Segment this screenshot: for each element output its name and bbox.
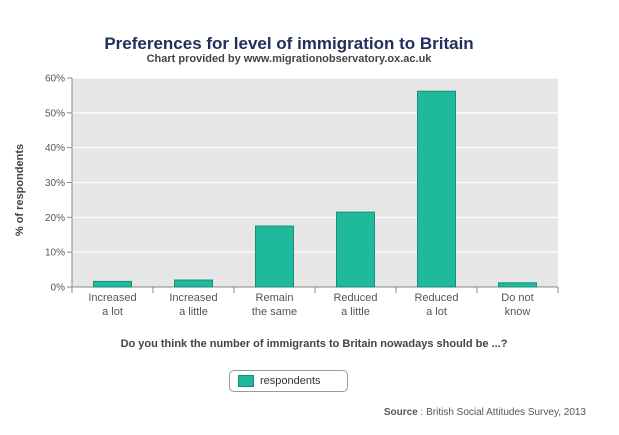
source-label: Source	[383, 407, 418, 418]
y-axis-label: % of respondents	[14, 143, 26, 237]
legend: respondents	[229, 370, 348, 392]
x-tick-label: a lot	[102, 306, 123, 318]
x-tick-label: the same	[252, 306, 297, 318]
legend-label: respondents	[260, 375, 321, 387]
chart-title: Preferences for level of immigration to …	[104, 34, 474, 53]
x-tick-label: Reduced	[333, 292, 377, 304]
y-tick-label: 10%	[45, 248, 65, 259]
x-tick-label: Increased	[88, 292, 136, 304]
bar	[93, 280, 132, 288]
source-note: Source : British Social Attitudes Survey…	[384, 407, 586, 418]
y-tick-label: 20%	[45, 213, 65, 224]
y-tick-label: 50%	[45, 108, 65, 119]
x-tick-label: Reduced	[414, 292, 458, 304]
legend-swatch	[238, 375, 254, 387]
y-tick-label: 30%	[45, 178, 65, 189]
y-tick-label: 0%	[51, 283, 66, 294]
x-tick-label: know	[505, 306, 531, 318]
chart-subtitle: Chart provided by www.migrationobservato…	[146, 53, 432, 65]
x-axis-label: Do you think the number of immigrants to…	[120, 338, 508, 350]
x-tick-label: a little	[341, 306, 370, 318]
bar	[498, 282, 537, 288]
y-tick-label: 60%	[45, 74, 65, 85]
source-text: : British Social Attitudes Survey, 2013	[417, 407, 586, 418]
x-tick-label: a lot	[426, 306, 447, 318]
bar	[336, 211, 375, 288]
bar	[417, 90, 456, 288]
x-tick-label: Remain	[256, 292, 294, 304]
bar	[174, 279, 213, 288]
x-tick-label: Increased	[169, 292, 217, 304]
x-tick-label: a little	[179, 306, 208, 318]
bar	[255, 225, 294, 288]
x-tick-label: Do not	[501, 292, 533, 304]
y-tick-label: 40%	[45, 143, 65, 154]
